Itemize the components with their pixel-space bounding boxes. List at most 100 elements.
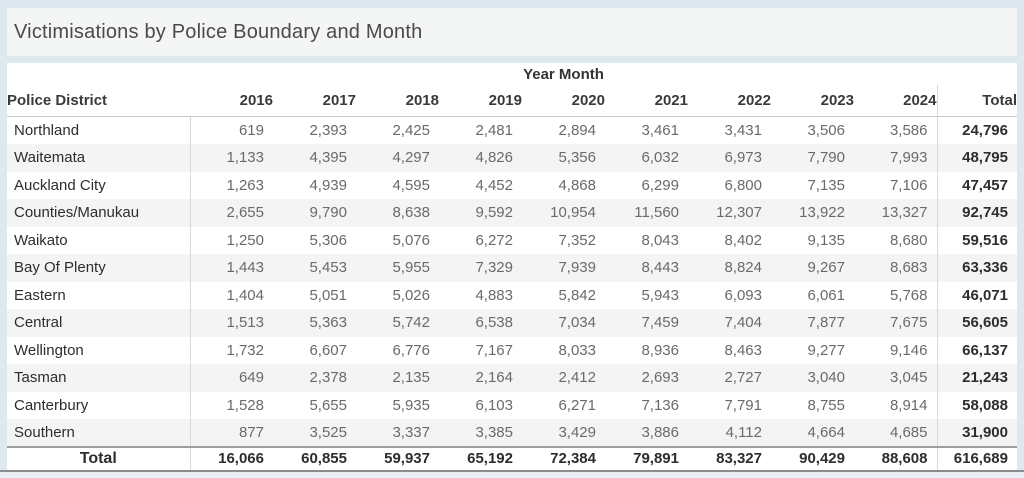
column-header-year[interactable]: 2022: [688, 85, 771, 117]
value-cell[interactable]: 7,329: [475, 259, 513, 277]
value-cell[interactable]: 6,061: [807, 286, 845, 304]
value-cell[interactable]: 8,680: [889, 231, 928, 249]
column-header-year[interactable]: 2016: [190, 85, 273, 117]
row-total-cell[interactable]: 48,795: [936, 144, 1017, 172]
value-cell[interactable]: 3,429: [558, 423, 596, 441]
row-header-district[interactable]: Northland: [14, 122, 80, 139]
row-header-district[interactable]: Waikato: [14, 231, 68, 249]
value-cell[interactable]: 5,026: [392, 286, 430, 304]
value-cell[interactable]: 8,033: [558, 341, 596, 359]
value-cell[interactable]: 1,732: [189, 336, 273, 364]
value-cell[interactable]: 4,112: [725, 423, 762, 441]
row-header-district[interactable]: Counties/Manukau: [14, 204, 140, 222]
grand-total-year-cell[interactable]: 72,384: [522, 445, 605, 470]
value-cell[interactable]: 2,412: [558, 369, 596, 387]
value-cell[interactable]: 6,973: [724, 149, 762, 167]
value-cell[interactable]: 2,378: [309, 369, 347, 387]
value-cell[interactable]: 5,363: [309, 314, 347, 332]
value-cell[interactable]: 7,404: [724, 314, 762, 332]
value-cell[interactable]: 4,868: [558, 176, 596, 194]
value-cell[interactable]: 877: [189, 419, 273, 447]
value-cell[interactable]: 7,877: [807, 314, 845, 332]
value-cell[interactable]: 5,655: [309, 396, 347, 414]
value-cell[interactable]: 7,939: [558, 259, 596, 277]
row-total-cell[interactable]: 63,336: [936, 254, 1017, 282]
value-cell[interactable]: 3,045: [889, 369, 928, 387]
grand-total-year-cell[interactable]: 83,327: [688, 445, 771, 470]
value-cell[interactable]: 13,327: [881, 204, 928, 222]
value-cell[interactable]: 9,277: [807, 341, 845, 359]
value-cell[interactable]: 7,034: [558, 314, 596, 332]
value-cell[interactable]: 7,993: [889, 149, 928, 167]
value-cell[interactable]: 2,693: [641, 369, 679, 387]
value-cell[interactable]: 5,051: [309, 286, 347, 304]
value-cell[interactable]: 11,560: [634, 204, 679, 222]
row-header-district[interactable]: Southern: [14, 423, 75, 441]
value-cell[interactable]: 3,525: [309, 423, 347, 441]
value-cell[interactable]: 2,655: [189, 199, 273, 227]
value-cell[interactable]: 6,299: [641, 176, 679, 194]
value-cell[interactable]: 8,914: [889, 396, 928, 414]
value-cell[interactable]: 8,402: [724, 231, 762, 249]
value-cell[interactable]: 2,425: [392, 122, 430, 139]
column-header-year[interactable]: 2024: [854, 85, 937, 117]
value-cell[interactable]: 3,461: [641, 122, 679, 139]
value-cell[interactable]: 8,638: [392, 204, 430, 222]
value-cell[interactable]: 5,943: [641, 286, 679, 304]
column-header-police-district[interactable]: Police District: [7, 85, 190, 117]
value-cell[interactable]: 3,586: [889, 122, 928, 139]
value-cell[interactable]: 5,935: [392, 396, 430, 414]
value-cell[interactable]: 8,043: [641, 231, 679, 249]
value-cell[interactable]: 5,453: [309, 259, 347, 277]
value-cell[interactable]: 3,040: [807, 369, 845, 387]
value-cell[interactable]: 7,352: [558, 231, 596, 249]
row-header-district[interactable]: Tasman: [14, 369, 67, 387]
value-cell[interactable]: 8,936: [641, 341, 679, 359]
value-cell[interactable]: 9,790: [309, 204, 347, 222]
value-cell[interactable]: 1,513: [189, 309, 273, 337]
grand-total-cell[interactable]: 616,689: [936, 445, 1017, 470]
value-cell[interactable]: 1,263: [189, 171, 273, 199]
row-header-district[interactable]: Waitemata: [14, 149, 86, 167]
value-cell[interactable]: 5,842: [558, 286, 596, 304]
row-header-district[interactable]: Bay Of Plenty: [14, 259, 106, 277]
value-cell[interactable]: 6,272: [475, 231, 513, 249]
value-cell[interactable]: 5,768: [889, 286, 928, 304]
value-cell[interactable]: 9,267: [807, 259, 845, 277]
value-cell[interactable]: 1,443: [189, 254, 273, 282]
row-total-cell[interactable]: 47,457: [936, 171, 1017, 199]
grand-total-year-cell[interactable]: 88,608: [854, 445, 937, 470]
value-cell[interactable]: 9,592: [475, 204, 513, 222]
value-cell[interactable]: 4,297: [392, 149, 430, 167]
value-cell[interactable]: 6,103: [475, 396, 513, 414]
value-cell[interactable]: 13,922: [799, 204, 845, 222]
column-header-year[interactable]: 2018: [356, 85, 439, 117]
row-header-district[interactable]: Canterbury: [14, 396, 89, 414]
value-cell[interactable]: 1,528: [189, 391, 273, 419]
grand-total-label[interactable]: Total: [7, 445, 190, 470]
value-cell[interactable]: 1,404: [189, 281, 273, 309]
value-cell[interactable]: 8,683: [889, 259, 928, 277]
value-cell[interactable]: 2,481: [475, 122, 513, 139]
value-cell[interactable]: 4,452: [475, 176, 513, 194]
row-header-district[interactable]: Auckland City: [14, 176, 106, 194]
column-header-year[interactable]: 2021: [605, 85, 688, 117]
row-total-cell[interactable]: 46,071: [936, 281, 1017, 309]
column-header-total[interactable]: Total: [936, 85, 1017, 117]
grand-total-year-cell[interactable]: 65,192: [439, 445, 522, 470]
value-cell[interactable]: 5,742: [392, 314, 430, 332]
value-cell[interactable]: 6,271: [558, 396, 596, 414]
value-cell[interactable]: 649: [189, 364, 273, 392]
column-header-year[interactable]: 2023: [771, 85, 854, 117]
value-cell[interactable]: 3,886: [641, 423, 679, 441]
value-cell[interactable]: 8,463: [724, 341, 762, 359]
value-cell[interactable]: 8,755: [807, 396, 845, 414]
value-cell[interactable]: 6,538: [475, 314, 513, 332]
value-cell[interactable]: 4,883: [475, 286, 513, 304]
row-total-cell[interactable]: 58,088: [936, 391, 1017, 419]
value-cell[interactable]: 7,790: [807, 149, 845, 167]
row-total-cell[interactable]: 21,243: [936, 364, 1017, 392]
value-cell[interactable]: 7,459: [641, 314, 679, 332]
value-cell[interactable]: 5,306: [309, 231, 347, 249]
value-cell[interactable]: 8,824: [724, 259, 762, 277]
